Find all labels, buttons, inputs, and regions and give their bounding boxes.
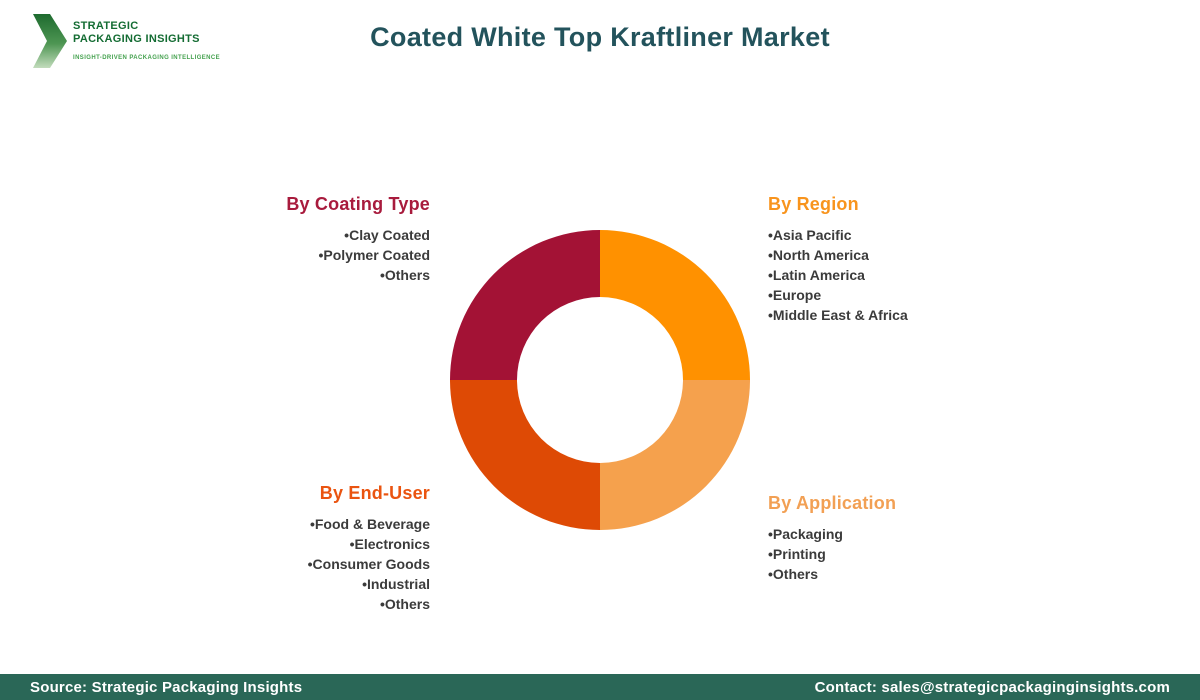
- list-item: Electronics: [190, 534, 430, 554]
- header: STRATEGIC PACKAGING INSIGHTS INSIGHT-DRI…: [0, 0, 1200, 100]
- company-logo: STRATEGIC PACKAGING INSIGHTS INSIGHT-DRI…: [33, 14, 220, 68]
- segment-list-end-user: Food & Beverage Electronics Consumer Goo…: [190, 514, 430, 614]
- list-item: Asia Pacific: [768, 225, 1008, 245]
- segment-heading-region: By Region: [768, 194, 859, 214]
- segment-list-coating-type: Clay Coated Polymer Coated Others: [190, 225, 430, 285]
- logo-name-line2: PACKAGING INSIGHTS: [73, 33, 200, 45]
- list-item: Food & Beverage: [190, 514, 430, 534]
- segment-block-application: By Application Packaging Printing Others: [768, 493, 1008, 584]
- donut-segment-enduser: [450, 380, 600, 530]
- donut-segment-coating: [450, 230, 600, 380]
- list-item: Clay Coated: [190, 225, 430, 245]
- list-item: Packaging: [768, 524, 1008, 544]
- list-item: Others: [190, 265, 430, 285]
- segment-heading-end-user: By End-User: [319, 483, 430, 503]
- list-item: Polymer Coated: [190, 245, 430, 265]
- list-item: Middle East & Africa: [768, 305, 1008, 325]
- donut-chart: [450, 230, 750, 530]
- segment-block-region: By Region Asia Pacific North America Lat…: [768, 194, 1008, 325]
- list-item: Europe: [768, 285, 1008, 305]
- page-title: Coated White Top Kraftliner Market: [370, 22, 830, 52]
- logo-tagline: INSIGHT-DRIVEN PACKAGING INTELLIGENCE: [73, 55, 221, 61]
- list-item: Others: [190, 594, 430, 614]
- segment-block-end-user: By End-User Food & Beverage Electronics …: [190, 483, 430, 614]
- footer-contact-email: Contact: sales@strategicpackaginginsight…: [814, 678, 1170, 696]
- list-item: Latin America: [768, 265, 1008, 285]
- chevron-logo-icon: [33, 14, 67, 68]
- list-item: North America: [768, 245, 1008, 265]
- list-item: Printing: [768, 544, 1008, 564]
- segment-block-coating-type: By Coating Type Clay Coated Polymer Coat…: [190, 194, 430, 285]
- segment-heading-coating-type: By Coating Type: [286, 194, 430, 214]
- segment-list-application: Packaging Printing Others: [768, 524, 1008, 584]
- segment-heading-application: By Application: [768, 493, 897, 513]
- segment-list-region: Asia Pacific North America Latin America…: [768, 225, 1008, 325]
- donut-segment-region: [600, 230, 750, 380]
- footer-source: Source: Strategic Packaging Insights: [30, 678, 303, 696]
- donut-segment-application: [600, 380, 750, 530]
- footer-bar: Source: Strategic Packaging Insights Con…: [0, 674, 1200, 700]
- list-item: Others: [768, 564, 1008, 584]
- logo-text: STRATEGIC PACKAGING INSIGHTS INSIGHT-DRI…: [73, 14, 220, 68]
- list-item: Consumer Goods: [190, 554, 430, 574]
- logo-name-line1: STRATEGIC: [73, 20, 139, 32]
- list-item: Industrial: [190, 574, 430, 594]
